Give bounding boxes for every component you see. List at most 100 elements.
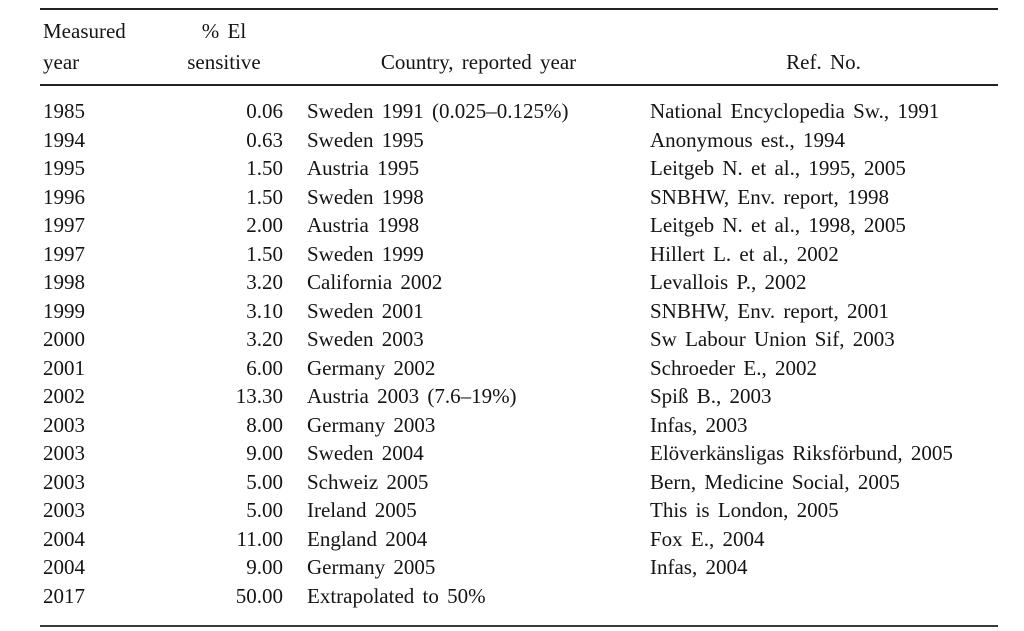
column-header-text: Country, reported year — [380, 50, 577, 74]
ref-no-cell: Infas, 2003 — [650, 412, 748, 437]
table-row: 1998 3.20 California 2002 Levallois P., 200… — [40, 268, 998, 297]
country-reported-year-cell: Germany 2005 — [307, 555, 436, 579]
pct-el-sensitive-cell: 0.06 — [246, 99, 283, 123]
ref-no-cell: Schroeder E., 2002 — [650, 355, 817, 380]
ref-no-cell: Bern, Medicine Social, 2005 — [650, 469, 900, 494]
measured-year-cell: 2003 — [43, 498, 85, 522]
measured-year-cell: 2000 — [43, 327, 85, 351]
column-header-text: Measured — [43, 19, 126, 43]
pct-el-sensitive-cell: 9.00 — [246, 555, 283, 579]
ref-no-cell: Hillert L. et al., 2002 — [650, 241, 839, 266]
pct-el-sensitive-cell: 0.63 — [246, 127, 283, 152]
measured-year-cell: 2003 — [43, 412, 85, 437]
measured-year-cell: 2004 — [43, 555, 85, 579]
ref-no-cell: Leitgeb N. et al., 1995, 2005 — [650, 156, 906, 180]
column-header-country-reported-year: Country, reported year — [283, 47, 650, 78]
measured-year-cell: 2001 — [43, 355, 85, 380]
measured-year-cell: 1996 — [43, 184, 85, 209]
measured-year-cell: 2003 — [43, 469, 85, 494]
ref-no-cell: SNBHW, Env. report, 2001 — [650, 298, 890, 323]
column-header-text: Ref. No. — [786, 50, 861, 74]
pct-el-sensitive-cell: 1.50 — [246, 156, 283, 180]
pct-el-sensitive-cell: 8.00 — [246, 412, 283, 437]
ref-no-cell — [650, 582, 997, 611]
column-header-text: year — [43, 50, 80, 74]
country-reported-year-cell: Sweden 1991 (0.025–0.125%) — [307, 99, 569, 123]
country-reported-year-cell: California 2002 — [307, 270, 443, 294]
country-reported-year-cell: Sweden 1995 — [307, 127, 424, 152]
pct-el-sensitive-cell: 5.00 — [246, 498, 283, 522]
table-row: 1997 1.50 Sweden 1999 Hillert L. et al., 20… — [40, 240, 998, 269]
table-row: 2003 5.00 Ireland 2005 This is London, 2005 — [40, 496, 998, 525]
ref-no-cell: Anonymous est., 1994 — [650, 127, 845, 152]
table-row: 2003 8.00 Germany 2003 Infas, 2003 — [40, 411, 998, 440]
country-reported-year-cell: Ireland 2005 — [307, 498, 417, 522]
column-header-ref-no: Ref. No. — [650, 47, 997, 78]
ref-no-cell: Elöverkänsligas Riksförbund, 2005 — [650, 441, 953, 465]
column-header-text: sensitive — [187, 50, 261, 74]
ref-no-cell: Spiß B., 2003 — [650, 384, 772, 408]
table-header-row: Measured year % El sensitive Country, re… — [40, 10, 998, 84]
measured-year-cell: 2003 — [43, 441, 85, 465]
country-reported-year-cell: Germany 2002 — [307, 355, 436, 380]
column-header-measured-year: Measured year — [40, 16, 165, 78]
country-reported-year-cell: Austria 1995 — [307, 156, 420, 180]
measured-year-cell: 1994 — [43, 127, 85, 152]
ref-no-cell: SNBHW, Env. report, 1998 — [650, 184, 890, 209]
measured-year-cell: 2002 — [43, 384, 85, 408]
measured-year-cell: 2017 — [43, 583, 85, 608]
pct-el-sensitive-cell: 5.00 — [246, 469, 283, 494]
country-reported-year-cell: Sweden 2004 — [307, 441, 424, 465]
country-reported-year-cell: Austria 2003 (7.6–19%) — [307, 384, 517, 408]
pct-el-sensitive-cell: 9.00 — [246, 441, 283, 465]
column-header-pct-el-sensitive: % El sensitive — [165, 16, 283, 78]
measured-year-cell: 1985 — [43, 99, 85, 123]
ref-no-cell: Sw Labour Union Sif, 2003 — [650, 327, 895, 351]
table-row: 2004 9.00 Germany 2005 Infas, 2004 — [40, 553, 998, 582]
table-row: 1996 1.50 Sweden 1998 SNBHW, Env. report, 1… — [40, 183, 998, 212]
table-top-rule — [40, 8, 998, 10]
measured-year-cell: 1998 — [43, 270, 85, 294]
table-row: 2003 5.00 Schweiz 2005 Bern, Medicine Socia… — [40, 468, 998, 497]
ref-no-cell: Infas, 2004 — [650, 555, 748, 579]
measured-year-cell: 1995 — [43, 156, 85, 180]
ref-no-cell: This is London, 2005 — [650, 498, 839, 522]
pct-el-sensitive-cell: 1.50 — [246, 241, 283, 266]
country-reported-year-cell: Sweden 1998 — [307, 184, 424, 209]
table-row: 1997 2.00 Austria 1998 Leitgeb N. et al., 1… — [40, 211, 998, 240]
measured-year-cell: 1997 — [43, 213, 85, 237]
table-bottom-rule — [40, 625, 998, 627]
table-row: 1999 3.10 Sweden 2001 SNBHW, Env. report, 2… — [40, 297, 998, 326]
table-row: 1985 0.06 Sweden 1991 (0.025–0.125%) Nation… — [40, 97, 998, 126]
country-reported-year-cell: England 2004 — [307, 526, 428, 551]
measured-year-cell: 1999 — [43, 298, 85, 323]
table-row: 2001 6.00 Germany 2002 Schroeder E., 2002 — [40, 354, 998, 383]
pct-el-sensitive-cell: 50.00 — [235, 583, 283, 608]
table-body: 1985 0.06 Sweden 1991 (0.025–0.125%) Nation… — [40, 86, 998, 625]
measured-year-cell: 2004 — [43, 526, 85, 551]
country-reported-year-cell: Germany 2003 — [307, 412, 436, 437]
table-row: 1995 1.50 Austria 1995 Leitgeb N. et al., 1… — [40, 154, 998, 183]
pct-el-sensitive-cell: 3.20 — [246, 327, 283, 351]
pct-el-sensitive-cell: 1.50 — [246, 184, 283, 209]
table-row: 2004 11.00 England 2004 Fox E., 2004 — [40, 525, 998, 554]
ref-no-cell: Fox E., 2004 — [650, 526, 765, 551]
table-row: 2017 50.00 Extrapolated to 50% — [40, 582, 998, 611]
table-row: 1994 0.63 Sweden 1995 Anonymous est., 1994 — [40, 126, 998, 155]
country-reported-year-cell: Austria 1998 — [307, 213, 420, 237]
pct-el-sensitive-cell: 13.30 — [235, 384, 283, 408]
country-reported-year-cell: Schweiz 2005 — [307, 469, 429, 494]
pct-el-sensitive-cell: 2.00 — [246, 213, 283, 237]
pct-el-sensitive-cell: 11.00 — [236, 526, 283, 551]
country-reported-year-cell: Sweden 2001 — [307, 298, 424, 323]
measured-year-cell: 1997 — [43, 241, 85, 266]
pct-el-sensitive-cell: 6.00 — [246, 355, 283, 380]
ref-no-cell: National Encyclopedia Sw., 1991 — [650, 99, 940, 123]
table-row: 2002 13.30 Austria 2003 (7.6–19%) Spiß B., … — [40, 382, 998, 411]
country-reported-year-cell: Extrapolated to 50% — [307, 583, 486, 608]
pct-el-sensitive-cell: 3.20 — [246, 270, 283, 294]
table-row: 2003 9.00 Sweden 2004 Elöverkänsligas Riksf… — [40, 439, 998, 468]
country-reported-year-cell: Sweden 2003 — [307, 327, 424, 351]
column-header-text: % El — [201, 19, 247, 43]
table-header-rule — [40, 84, 998, 86]
